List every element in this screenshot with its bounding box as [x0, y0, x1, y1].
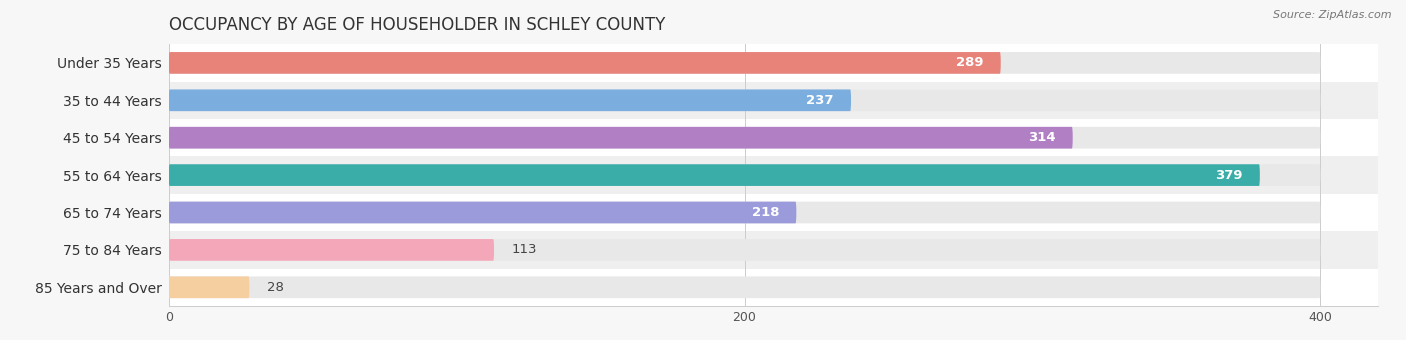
FancyBboxPatch shape [169, 127, 1320, 149]
FancyBboxPatch shape [169, 52, 1320, 74]
Text: 237: 237 [806, 94, 834, 107]
Text: 379: 379 [1215, 169, 1243, 182]
Text: 314: 314 [1028, 131, 1056, 144]
Text: 28: 28 [267, 281, 284, 294]
FancyBboxPatch shape [169, 164, 1260, 186]
FancyBboxPatch shape [169, 127, 1073, 149]
Text: OCCUPANCY BY AGE OF HOUSEHOLDER IN SCHLEY COUNTY: OCCUPANCY BY AGE OF HOUSEHOLDER IN SCHLE… [169, 16, 665, 34]
FancyBboxPatch shape [169, 239, 1320, 261]
Text: 113: 113 [512, 243, 537, 256]
Bar [169, 119, 1378, 156]
Bar [169, 82, 1378, 119]
FancyBboxPatch shape [169, 202, 1320, 223]
Bar [169, 44, 1378, 82]
Bar [169, 156, 1378, 194]
Text: 289: 289 [956, 56, 983, 69]
FancyBboxPatch shape [169, 202, 796, 223]
FancyBboxPatch shape [169, 52, 1001, 74]
Text: 218: 218 [752, 206, 779, 219]
Bar [169, 194, 1378, 231]
FancyBboxPatch shape [169, 239, 494, 261]
Bar [169, 231, 1378, 269]
FancyBboxPatch shape [169, 89, 1320, 111]
Bar [169, 269, 1378, 306]
FancyBboxPatch shape [169, 164, 1320, 186]
FancyBboxPatch shape [169, 276, 1320, 298]
FancyBboxPatch shape [169, 276, 249, 298]
Text: Source: ZipAtlas.com: Source: ZipAtlas.com [1274, 10, 1392, 20]
FancyBboxPatch shape [169, 89, 851, 111]
